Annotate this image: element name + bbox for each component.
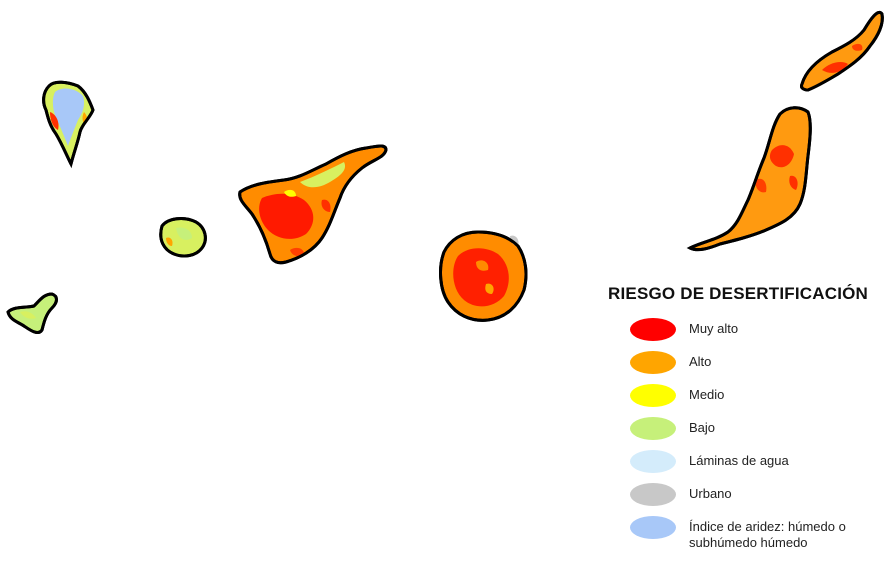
legend-label: Láminas de agua (689, 453, 789, 468)
legend-items: Muy alto Alto Medio Bajo Láminas de agua Urba… (608, 318, 888, 550)
legend-title: RIESGO DE DESERTIFICACIÓN (608, 284, 869, 303)
legend-label: Alto (689, 354, 712, 369)
island-el-hierro (6, 292, 58, 334)
island-tenerife (238, 144, 388, 265)
legend-label: Muy alto (689, 321, 739, 336)
legend-label: Urbano (689, 486, 732, 501)
legend-item: Alto (608, 351, 888, 384)
legend-swatch (630, 417, 676, 440)
island-la-gomera (159, 217, 207, 258)
legend-item: Urbano (608, 483, 888, 516)
legend-swatch (630, 384, 676, 407)
legend-item: Láminas de agua (608, 450, 888, 483)
legend-label: Bajo (689, 420, 716, 435)
legend-label: Medio (689, 387, 725, 402)
legend-label: Índice de aridez: húmedo o subhúmedo húm… (689, 519, 846, 550)
island-gran-canaria (439, 230, 528, 322)
legend-swatch (630, 450, 676, 473)
legend-swatch (630, 351, 676, 374)
island-lanzarote (800, 11, 884, 92)
legend-item: Índice de aridez: húmedo o subhúmedo húm… (608, 516, 888, 550)
legend-item: Muy alto (608, 318, 888, 351)
legend: RIESGO DE DESERTIFICACIÓN Muy alto Alto Me… (608, 284, 888, 550)
legend-swatch (630, 516, 676, 539)
legend-item: Bajo (608, 417, 888, 450)
legend-swatch (630, 318, 676, 341)
legend-item: Medio (608, 384, 888, 417)
island-fuerteventura (686, 106, 812, 252)
legend-swatch (630, 483, 676, 506)
island-la-palma (42, 80, 95, 169)
